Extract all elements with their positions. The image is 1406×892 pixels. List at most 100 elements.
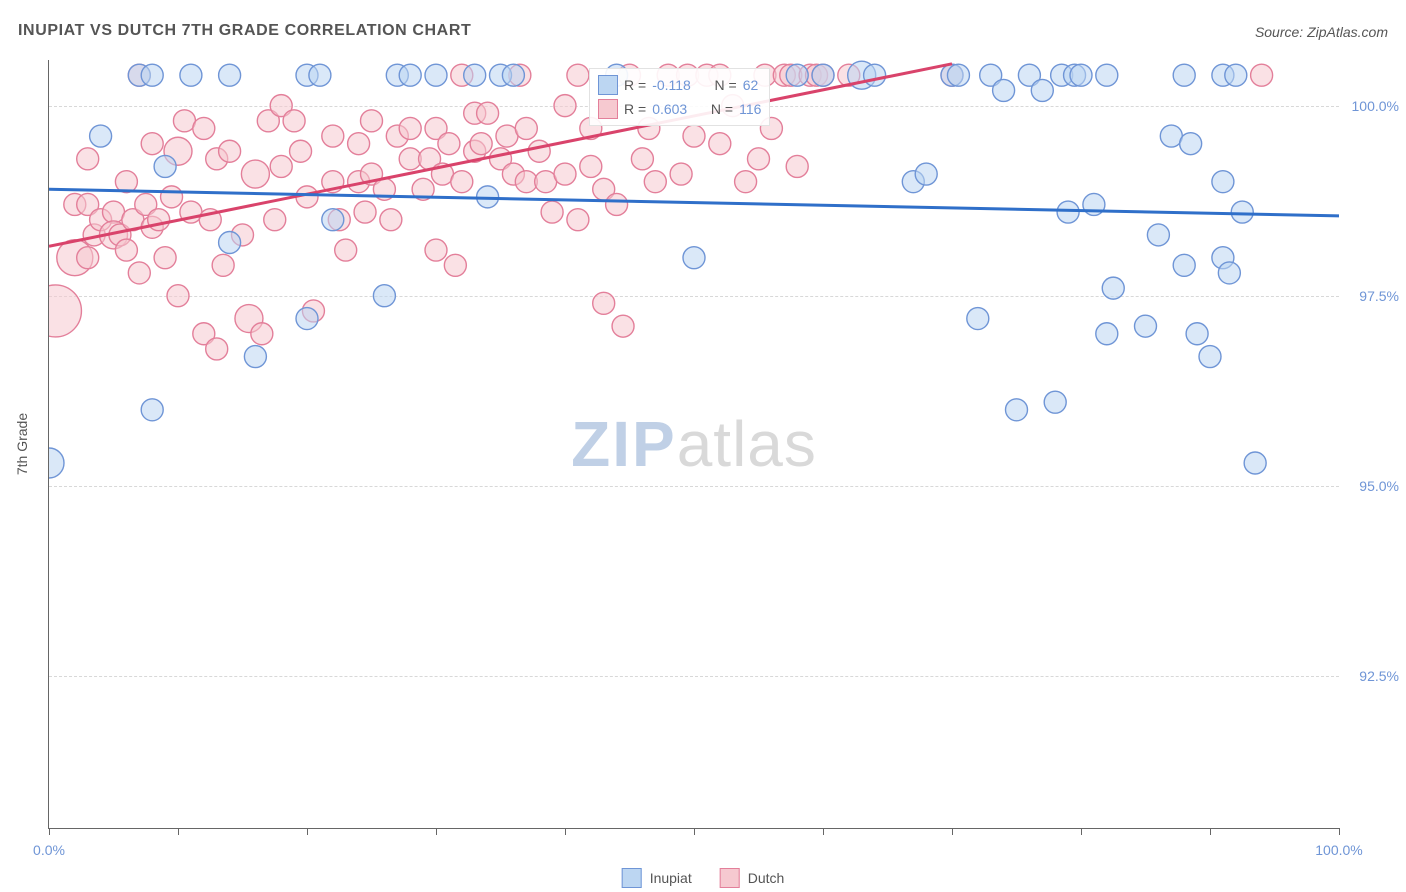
scatter-point (373, 285, 395, 307)
scatter-point (1218, 262, 1240, 284)
plot-area: ZIPatlas 92.5%95.0%97.5%100.0%0.0%100.0%… (48, 60, 1339, 829)
stats-n-label: N = (715, 77, 737, 93)
x-tick (307, 828, 308, 835)
x-tick (1339, 828, 1340, 835)
x-tick-label: 0.0% (33, 842, 65, 858)
y-tick-label: 92.5% (1347, 668, 1399, 684)
scatter-point (631, 148, 653, 170)
source-label: Source: ZipAtlas.com (1255, 24, 1388, 40)
x-tick (1081, 828, 1082, 835)
bottom-legend: Inupiat Dutch (622, 868, 785, 888)
scatter-point (864, 64, 886, 86)
scatter-point (348, 133, 370, 155)
stats-n-value: 62 (743, 77, 759, 93)
scatter-point (644, 171, 666, 193)
scatter-point (399, 117, 421, 139)
scatter-point (1186, 323, 1208, 345)
legend-swatch (598, 75, 618, 95)
scatter-point (264, 209, 286, 231)
scatter-point (735, 171, 757, 193)
scatter-point (193, 117, 215, 139)
scatter-point (354, 201, 376, 223)
scatter-point (554, 163, 576, 185)
scatter-point (141, 133, 163, 155)
scatter-point (451, 171, 473, 193)
scatter-point (1199, 346, 1221, 368)
scatter-point (251, 323, 273, 345)
scatter-point (470, 133, 492, 155)
scatter-point (502, 64, 524, 86)
scatter-point (141, 399, 163, 421)
scatter-point (399, 64, 421, 86)
scatter-point (244, 346, 266, 368)
scatter-point (993, 79, 1015, 101)
y-tick-label: 97.5% (1347, 288, 1399, 304)
scatter-point (812, 64, 834, 86)
scatter-point (49, 285, 81, 337)
legend-item: Inupiat (622, 868, 692, 888)
scatter-point (212, 254, 234, 276)
scatter-point (1212, 171, 1234, 193)
scatter-point (1225, 64, 1247, 86)
stats-r-value: 0.603 (652, 101, 687, 117)
scatter-point (464, 64, 486, 86)
scatter-point (580, 155, 602, 177)
scatter-point (1057, 201, 1079, 223)
scatter-point (709, 133, 731, 155)
scatter-point (290, 140, 312, 162)
scatter-point (77, 148, 99, 170)
scatter-point (154, 247, 176, 269)
scatter-point (154, 155, 176, 177)
y-tick-label: 95.0% (1347, 478, 1399, 494)
scatter-point (1231, 201, 1253, 223)
scatter-point (1244, 452, 1266, 474)
scatter-point (296, 308, 318, 330)
scatter-point (748, 148, 770, 170)
scatter-point (515, 117, 537, 139)
scatter-point (161, 186, 183, 208)
scatter-point (670, 163, 692, 185)
stats-r-value: -0.118 (652, 77, 691, 93)
scatter-point (528, 140, 550, 162)
scatter-point (241, 160, 269, 188)
x-tick (49, 828, 50, 835)
scatter-point (1147, 224, 1169, 246)
scatter-point (128, 262, 150, 284)
scatter-point (1102, 277, 1124, 299)
legend-swatch (720, 868, 740, 888)
scatter-point (322, 209, 344, 231)
scatter-point (167, 285, 189, 307)
legend-item: Dutch (720, 868, 785, 888)
x-tick (952, 828, 953, 835)
stats-box: R = -0.118 N = 62R = 0.603 N = 116 (589, 68, 770, 126)
scatter-point (567, 64, 589, 86)
scatter-point (444, 254, 466, 276)
scatter-point (270, 155, 292, 177)
scatter-point (541, 201, 563, 223)
scatter-point (206, 338, 228, 360)
legend-swatch (598, 99, 618, 119)
x-tick-label: 100.0% (1315, 842, 1362, 858)
scatter-point (115, 239, 137, 261)
scatter-point (1006, 399, 1028, 421)
scatter-point (219, 64, 241, 86)
scatter-point (322, 125, 344, 147)
stats-n-label: N = (711, 101, 733, 117)
x-tick (178, 828, 179, 835)
x-tick (436, 828, 437, 835)
chart-title: INUPIAT VS DUTCH 7TH GRADE CORRELATION C… (18, 22, 471, 40)
scatter-point (380, 209, 402, 231)
scatter-point (1096, 323, 1118, 345)
scatter-point (335, 239, 357, 261)
scatter-point (947, 64, 969, 86)
scatter-point (683, 247, 705, 269)
legend-label: Inupiat (650, 870, 692, 886)
scatter-point (49, 448, 64, 478)
scatter-point (967, 308, 989, 330)
x-tick (823, 828, 824, 835)
scatter-point (283, 110, 305, 132)
scatter-point (1251, 64, 1273, 86)
scatter-point (425, 239, 447, 261)
scatter-point (606, 193, 628, 215)
y-tick-label: 100.0% (1347, 98, 1399, 114)
